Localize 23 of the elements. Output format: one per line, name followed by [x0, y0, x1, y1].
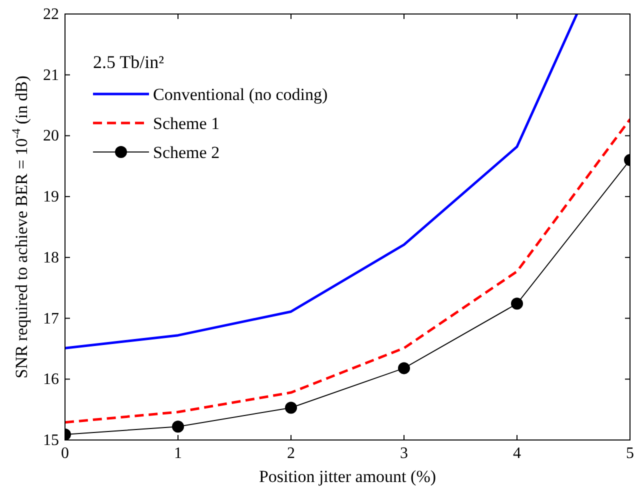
y-tick-label: 17 [43, 310, 59, 328]
x-tick-label: 5 [626, 445, 634, 462]
y-tick-label: 21 [43, 66, 59, 84]
point [285, 402, 297, 414]
y-tick-label: 18 [43, 249, 59, 266]
y-tick-label: 15 [43, 432, 59, 449]
line-series [65, 14, 578, 350]
line-series [65, 118, 630, 424]
x-tick-label: 3 [400, 445, 408, 462]
x-tick-label: 0 [61, 445, 69, 462]
legend-label: Scheme 2 [153, 143, 220, 162]
x-axis-title: Position jitter amount (%) [258, 467, 436, 486]
legend-label: Scheme 1 [153, 114, 220, 133]
legend-label: Conventional (no coding) [153, 85, 328, 104]
y-tick-label: 16 [43, 371, 59, 388]
legend-title: 2.5 Tb/in² [93, 52, 164, 72]
y-tick-label: 20 [43, 128, 59, 145]
x-tick-label: 4 [513, 445, 521, 462]
x-tick-label: 2 [287, 445, 295, 462]
y-tick-label: 19 [43, 188, 59, 206]
x-tick-label: 1 [174, 445, 182, 462]
point [398, 362, 410, 374]
y-tick-label: 22 [43, 6, 59, 23]
